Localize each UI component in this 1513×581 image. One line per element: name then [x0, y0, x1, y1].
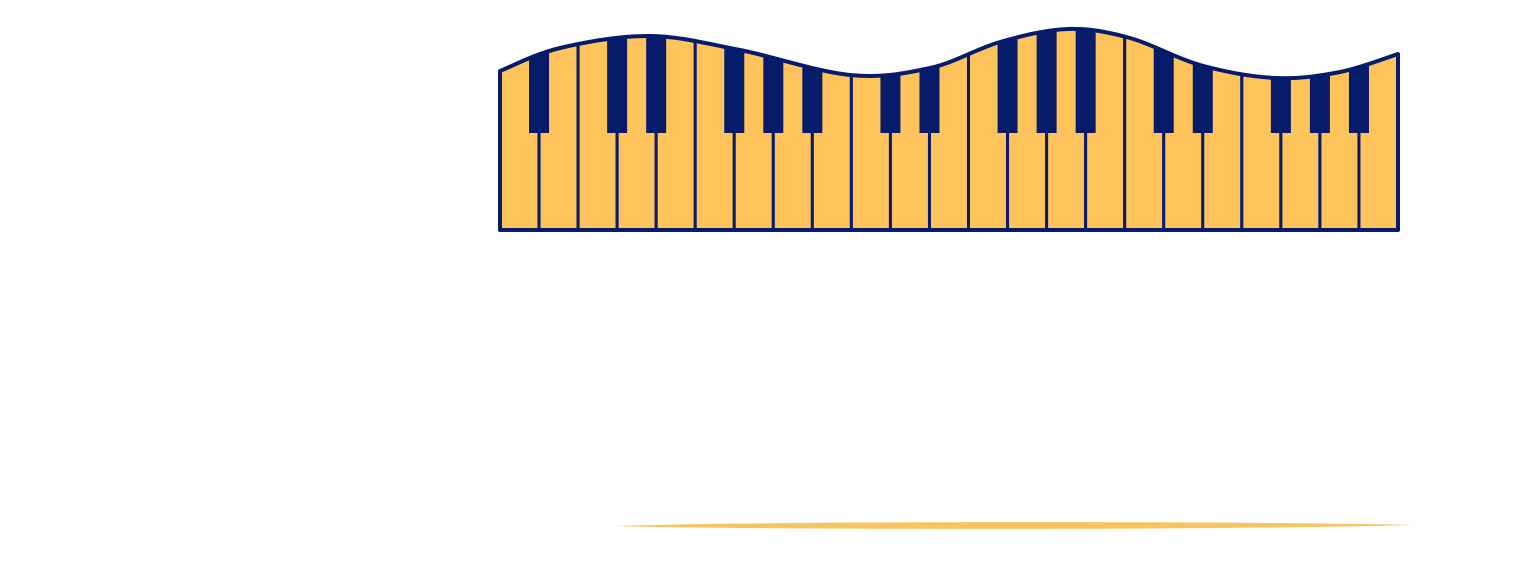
black-key	[880, 28, 901, 133]
piano-keys	[500, 28, 1398, 230]
black-key	[529, 28, 550, 133]
black-key	[646, 28, 667, 133]
keyboard-outline	[498, 26, 1400, 232]
black-key	[1036, 28, 1057, 133]
black-key	[997, 28, 1018, 133]
black-key	[1153, 28, 1174, 133]
black-key	[607, 28, 628, 133]
tapered-underline-decoration	[615, 522, 1413, 529]
black-key	[1270, 28, 1291, 133]
black-key	[763, 28, 784, 133]
black-key	[724, 28, 745, 133]
black-key	[1075, 28, 1096, 133]
black-key	[1309, 28, 1330, 133]
